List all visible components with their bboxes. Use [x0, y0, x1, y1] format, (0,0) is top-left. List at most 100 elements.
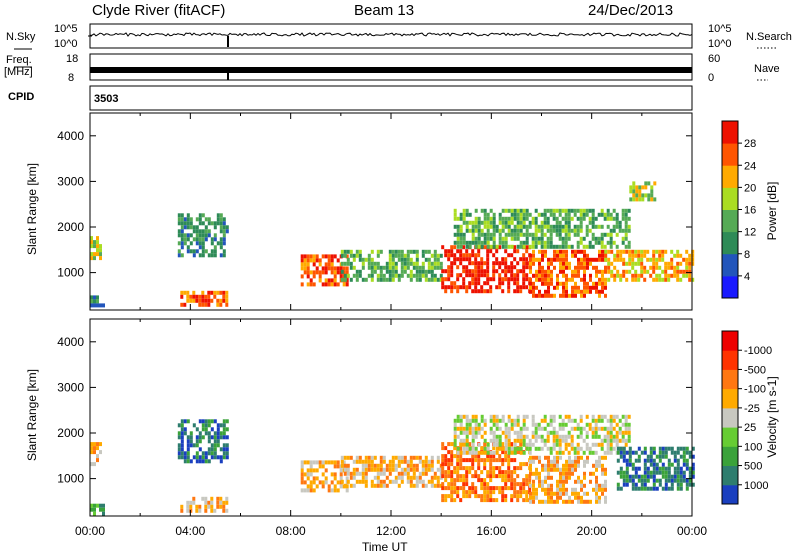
data-cell — [522, 442, 526, 447]
data-cell — [585, 414, 589, 419]
data-cell — [180, 439, 184, 444]
data-cell — [216, 496, 220, 501]
data-cell — [186, 249, 190, 254]
data-cell — [522, 273, 526, 278]
data-cell — [631, 486, 635, 491]
data-cell — [96, 240, 99, 245]
data-cell — [550, 463, 553, 468]
data-cell — [519, 482, 523, 487]
data-cell — [444, 462, 448, 467]
data-cell — [315, 254, 319, 259]
data-cell — [343, 277, 347, 282]
data-cell — [465, 208, 469, 213]
data-cell — [492, 269, 496, 274]
colorbar-swatch — [722, 350, 738, 370]
data-cell — [507, 478, 511, 483]
data-cell — [519, 240, 523, 245]
x-tick-label: 20:00 — [577, 524, 607, 538]
data-cell — [580, 483, 583, 488]
data-cell — [543, 426, 547, 431]
data-cell — [519, 285, 523, 290]
data-cell — [447, 442, 451, 447]
data-cell — [585, 232, 589, 237]
data-cell — [667, 458, 671, 463]
data-cell — [535, 495, 538, 500]
data-cell — [388, 479, 392, 484]
data-cell — [477, 265, 481, 270]
cpid-value: 3503 — [94, 93, 119, 105]
data-cell — [315, 460, 319, 465]
data-cell — [216, 298, 220, 303]
data-cell — [180, 253, 184, 258]
data-cell — [471, 434, 475, 439]
data-cell — [606, 208, 610, 213]
data-cell — [204, 249, 208, 254]
data-cell — [373, 475, 377, 480]
data-cell — [510, 426, 514, 431]
data-cell — [93, 446, 96, 451]
data-cell — [516, 212, 520, 217]
data-cell — [592, 281, 595, 286]
data-cell — [180, 431, 184, 436]
data-cell — [492, 446, 496, 451]
data-cell — [409, 277, 413, 282]
data-cell — [658, 249, 662, 254]
data-cell — [207, 504, 211, 509]
data-cell — [477, 240, 481, 245]
data-cell — [424, 277, 428, 282]
data-cell — [465, 494, 469, 499]
data-cell — [177, 249, 181, 254]
data-cell — [528, 232, 532, 237]
data-cell — [474, 470, 478, 475]
data-cell — [544, 467, 547, 472]
data-cell — [468, 212, 472, 217]
data-cell — [519, 438, 523, 443]
data-cell — [471, 426, 475, 431]
data-cell — [498, 446, 502, 451]
data-cell — [453, 208, 457, 213]
data-cell — [412, 249, 416, 254]
data-cell — [598, 289, 601, 294]
data-cell — [547, 293, 550, 298]
data-cell — [507, 285, 511, 290]
data-cell — [555, 434, 559, 439]
data-cell — [343, 253, 347, 258]
data-cell — [504, 478, 508, 483]
data-cell — [462, 482, 466, 487]
data-cell — [589, 289, 592, 294]
data-cell — [456, 450, 460, 455]
data-cell — [577, 249, 580, 254]
data-cell — [474, 289, 478, 294]
data-cell — [486, 228, 490, 233]
data-cell — [204, 431, 208, 436]
data-cell — [198, 504, 202, 509]
data-cell — [198, 298, 202, 303]
data-cell — [225, 419, 229, 424]
data-cell — [436, 475, 440, 480]
data-cell — [586, 285, 589, 290]
data-cell — [474, 236, 478, 241]
data-cell — [441, 285, 445, 290]
data-cell — [501, 490, 505, 495]
data-cell — [643, 265, 647, 270]
data-cell — [691, 470, 695, 475]
data-cell — [421, 463, 425, 468]
data-cell — [504, 277, 508, 282]
data-cell — [216, 241, 220, 246]
data-cell — [388, 277, 392, 282]
data-cell — [436, 253, 440, 258]
data-cell — [525, 482, 529, 487]
data-cell — [589, 479, 592, 484]
data-cell — [207, 233, 211, 238]
data-cell — [562, 471, 565, 476]
data-cell — [504, 422, 508, 427]
data-cell — [462, 466, 466, 471]
data-cell — [552, 446, 556, 451]
data-cell — [559, 257, 562, 262]
data-cell — [333, 472, 337, 477]
data-cell — [189, 217, 193, 222]
data-cell — [592, 285, 595, 290]
data-cell — [183, 431, 187, 436]
data-cell — [216, 290, 220, 295]
data-cell — [450, 450, 454, 455]
